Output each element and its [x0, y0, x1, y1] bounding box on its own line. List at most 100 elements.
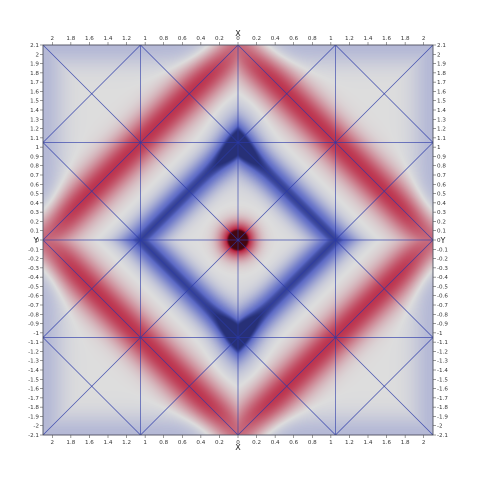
x-tick-label-bottom: 0.8 [308, 440, 317, 446]
y-tick-label-left: 0.9 [30, 154, 39, 160]
y-tick-label-right: 2 [437, 52, 441, 58]
y-tick-label-right: 1.6 [437, 89, 446, 95]
x-tick-label-bottom: 1.2 [345, 440, 354, 446]
x-tick-label-top: 0.2 [252, 36, 261, 42]
y-tick-label-left: -0.9 [28, 322, 39, 328]
x-tick-label-top: 1 [329, 36, 333, 42]
y-tick-label-right: -0.1 [437, 247, 448, 253]
mesh-diagonal-line [237, 239, 336, 338]
y-tick-label-right: -1.5 [437, 377, 448, 383]
x-tick-label-top: 1.8 [401, 36, 410, 42]
y-tick-label-right: 1.8 [437, 71, 446, 77]
x-tick-label-bottom: 1 [329, 440, 333, 446]
x-tick-label-top: 1 [143, 36, 147, 42]
y-tick-label-left: 1.5 [30, 99, 39, 105]
mesh-diagonal-line [237, 337, 336, 436]
y-tick-label-right: -1.3 [437, 359, 448, 365]
y-tick-label-left: 0.6 [30, 182, 39, 188]
y-tick-label-right: -0.4 [437, 275, 448, 281]
x-tick-label-top: 0.6 [178, 36, 187, 42]
x-tick-label-bottom: 1.6 [382, 440, 391, 446]
mesh-diagonal-line [42, 337, 141, 436]
y-tick-label-right: 1.1 [437, 136, 446, 142]
y-tick-label-right: -1.7 [437, 396, 448, 402]
x-tick-label-top: 0.4 [196, 36, 205, 42]
mesh-diagonal-line [335, 239, 434, 338]
mesh-diagonal-line [42, 44, 141, 143]
x-tick-label-bottom: 0.4 [271, 440, 280, 446]
mesh-diagonal-line [335, 44, 434, 143]
x-tick-label-bottom: 1 [143, 440, 147, 446]
y-tick-label-right: -1 [437, 331, 443, 337]
y-tick-label-left: 0 [35, 238, 39, 244]
x-tick-label-top: 0.8 [159, 36, 168, 42]
y-tick-label-right: -0.3 [437, 266, 448, 272]
y-tick-label-left: -0.3 [28, 266, 39, 272]
x-tick-label-bottom: 0.6 [289, 440, 298, 446]
y-tick-label-left: 1.8 [30, 71, 39, 77]
y-tick-label-left: 1.6 [30, 89, 39, 95]
x-tick-label-bottom: 1.2 [122, 440, 131, 446]
x-axis-label-bottom: X [235, 443, 241, 452]
y-tick-label-right: -0.9 [437, 322, 448, 328]
x-tick-label-top: 0.6 [289, 36, 298, 42]
y-tick-label-left: 2.1 [30, 43, 39, 49]
y-tick-label-left: -0.2 [28, 257, 39, 263]
x-tick-label-bottom: 1.6 [85, 440, 94, 446]
y-tick-label-left: -1.2 [28, 349, 39, 355]
x-tick-label-top: 2 [422, 36, 426, 42]
y-tick-label-right: -0.6 [437, 294, 448, 300]
mesh-diagonal-line [237, 142, 336, 241]
y-tick-label-left: -0.5 [28, 284, 39, 290]
y-tick-label-left: -1.7 [28, 396, 39, 402]
y-tick-label-left: -1.1 [28, 340, 39, 346]
y-tick-label-left: 0.5 [30, 192, 39, 198]
mesh-lines [42, 44, 434, 436]
y-tick-label-right: -1.8 [437, 405, 448, 411]
x-tick-label-top: 0 [236, 36, 240, 42]
y-tick-label-right: 1.2 [437, 127, 446, 133]
mesh-diagonal-line [335, 337, 434, 436]
y-tick-label-right: 0.2 [437, 219, 446, 225]
y-tick-label-left: 1.9 [30, 62, 39, 68]
y-tick-label-left: 1.4 [30, 108, 39, 114]
mesh-diagonal-line [237, 44, 336, 143]
y-tick-label-left: 0.3 [30, 210, 39, 216]
y-tick-label-right: 0.7 [437, 173, 446, 179]
y-tick-label-left: 1.2 [30, 127, 39, 133]
y-tick-label-right: -1.2 [437, 349, 448, 355]
x-tick-label-top: 0.4 [271, 36, 280, 42]
y-tick-label-right: 0.6 [437, 182, 446, 188]
x-tick-label-top: 1.4 [104, 36, 113, 42]
y-tick-label-left: -1.3 [28, 359, 39, 365]
y-tick-label-left: -1.6 [28, 387, 39, 393]
mesh-diagonal-line [42, 239, 141, 338]
y-tick-label-right: 0.3 [437, 210, 446, 216]
y-tick-label-left: -1 [33, 331, 39, 337]
x-tick-label-bottom: 2 [51, 440, 55, 446]
y-tick-label-right: 1.7 [437, 80, 446, 86]
y-tick-label-right: -1.4 [437, 368, 448, 374]
y-tick-label-right: 0.4 [437, 201, 446, 207]
y-tick-label-left: 0.8 [30, 164, 39, 170]
y-tick-label-right: 1.4 [437, 108, 446, 114]
y-tick-label-right: 1.5 [437, 99, 446, 105]
y-tick-label-left: -0.7 [28, 303, 39, 309]
x-tick-label-top: 2 [51, 36, 55, 42]
y-tick-label-right: 0.1 [437, 229, 446, 235]
mesh-diagonal-line [42, 142, 141, 241]
mesh-diagonal-line [335, 142, 434, 241]
y-tick-label-left: -2.1 [28, 433, 39, 439]
mesh-diagonal-line [140, 239, 239, 338]
y-tick-label-left: 2 [35, 52, 39, 58]
y-tick-label-right: -0.2 [437, 257, 448, 263]
y-tick-label-left: 1.3 [30, 117, 39, 123]
y-tick-label-left: -1.8 [28, 405, 39, 411]
y-axis-label-right: Y [440, 236, 446, 245]
mesh-diagonal-line [140, 44, 239, 143]
x-tick-label-top: 0.2 [215, 36, 224, 42]
x-tick-label-top: 1.6 [382, 36, 391, 42]
x-tick-label-bottom: 0.2 [215, 440, 224, 446]
x-tick-label-bottom: 0.4 [196, 440, 205, 446]
y-tick-label-right: 0.5 [437, 192, 446, 198]
